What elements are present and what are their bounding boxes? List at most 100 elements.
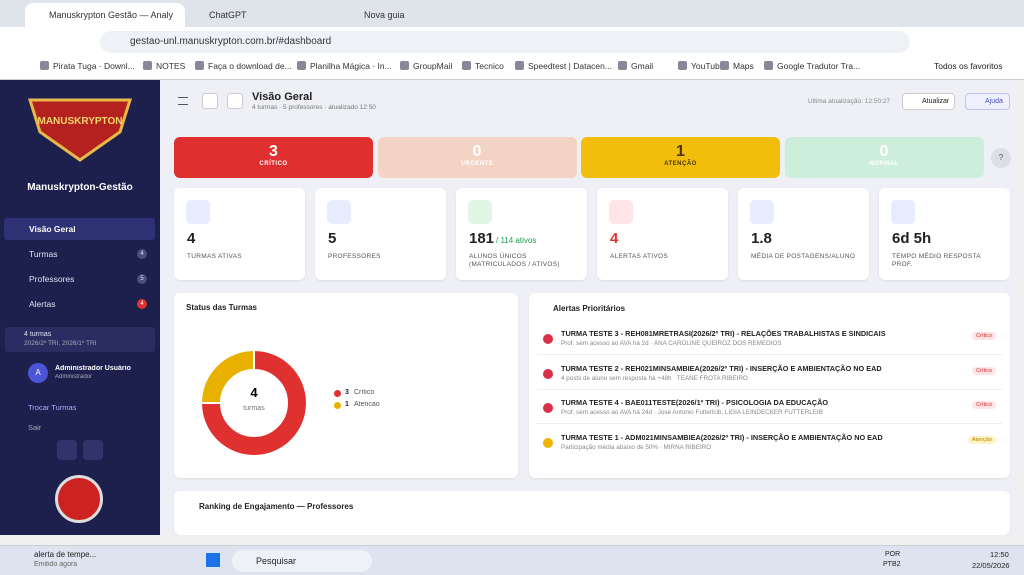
bookmark[interactable]: YouTube	[678, 61, 724, 71]
avatar: A	[28, 363, 48, 383]
sidebar-action[interactable]: Sair	[28, 423, 42, 432]
bookmark[interactable]: Faça o download de...	[195, 61, 292, 71]
browser-tab[interactable]: ChatGPT	[209, 10, 247, 20]
context-detail: 2026/2º TRI, 2026/1º TRI	[24, 340, 97, 347]
alerts-panel: Alertas Prioritários TURMA TESTE 3 - REH…	[529, 293, 1010, 478]
back-button[interactable]	[202, 93, 218, 109]
context-box: 4 turmas 2026/2º TRI, 2026/1º TRI	[5, 327, 155, 352]
legend-label: Crítico	[354, 389, 375, 396]
notification-title: alerta de tempe...	[34, 550, 97, 559]
nav-item[interactable]: Alertas 4	[4, 293, 155, 315]
donut-segment	[199, 348, 308, 457]
next-button[interactable]	[83, 440, 103, 460]
alert-dot	[543, 368, 553, 379]
kpi-icon	[186, 200, 210, 224]
donut-chart: 4 turmas	[199, 348, 308, 457]
status-count: 3	[269, 143, 278, 160]
status-count: 1	[676, 143, 685, 160]
logo: MANUSKRYPTON	[27, 98, 133, 162]
kpi-card: 6d 5h TEMPO MÉDIO RESPOSTA PROF.	[879, 188, 1010, 280]
panel-title: Alertas Prioritários	[553, 304, 626, 313]
nav-item[interactable]: Professores 5	[4, 268, 155, 290]
taskbar: alerta de tempe... Emitido agora Pesquis…	[0, 545, 1024, 575]
scrollbar[interactable]	[1016, 80, 1024, 545]
ranking-panel: Ranking de Engajamento — Professores	[174, 491, 1010, 535]
status-card[interactable]: 1 ATENÇÃO	[581, 137, 780, 178]
prev-button[interactable]	[57, 440, 77, 460]
kpi-label: PROFESSORES	[328, 253, 381, 260]
alert-badge: Crítico	[972, 332, 996, 340]
kpi-card: 181/ 114 ativos ALUNOS ÚNICOS (MATRICULAD…	[456, 188, 587, 280]
alert-row[interactable]: TURMA TESTE 4 - BAE011TESTE(2026/1º TRI)…	[537, 394, 1002, 424]
status-label: ATENÇÃO	[664, 161, 697, 167]
kpi-value: 4	[610, 230, 619, 247]
alert-detail: Participação média abaixo de 50% · MIRNA…	[561, 443, 712, 451]
start-button[interactable]	[206, 553, 220, 567]
donut-center-label: turmas	[243, 405, 265, 412]
forward-button[interactable]	[227, 93, 243, 109]
bookmark[interactable]: Maps	[720, 61, 754, 71]
alert-title: TURMA TESTE 2 - REH021MINSAMBIEA(2026/2º…	[561, 363, 882, 373]
user-role: Administrador	[55, 374, 93, 380]
status-card[interactable]: 3 CRÍTICO	[174, 137, 373, 178]
menu-button[interactable]	[178, 97, 188, 105]
status-card[interactable]: 0 NORMAL	[784, 137, 984, 178]
kpi-label: ALERTAS ATIVOS	[610, 253, 669, 260]
alert-row[interactable]: TURMA TESTE 2 - REH021MINSAMBIEA(2026/2º…	[537, 360, 1002, 390]
kpi-value: 4	[187, 230, 196, 247]
bookmark[interactable]: NOTES	[143, 61, 185, 71]
bookmark[interactable]: Google Tradutor Tra...	[764, 61, 860, 71]
alert-badge: Crítico	[972, 401, 996, 409]
status-card[interactable]: 0 URGENTE	[377, 137, 577, 178]
logo-text: MANUSKRYPTON	[37, 116, 122, 127]
all-bookmarks[interactable]: Todos os favoritos	[934, 61, 1003, 71]
help-link[interactable]: Ajuda	[965, 93, 1010, 110]
kpi-label: TURMAS ATIVAS	[187, 253, 242, 260]
kpi-icon	[609, 200, 633, 224]
h-scrollbar[interactable]	[0, 535, 1016, 545]
refresh-button[interactable]: Atualizar	[902, 93, 955, 110]
kpi-icon	[327, 200, 351, 224]
nav-item[interactable]: Turmas 4	[4, 243, 155, 265]
alert-row[interactable]: TURMA TESTE 1 - ADM021MINSAMBIEA(2026/2º…	[537, 429, 1002, 459]
nav-badge: 5	[137, 274, 147, 284]
alert-badge: Crítico	[972, 366, 996, 375]
sidebar-action[interactable]: Trocar Turmas	[28, 403, 77, 412]
clock-time: 12:50	[990, 550, 1009, 559]
alert-dot	[543, 403, 553, 413]
bookmark[interactable]: Pirata Tuga · Downl...	[40, 61, 135, 71]
browser-tab[interactable]: Manuskrypton Gestão — Analy	[25, 3, 185, 27]
kpi-label: MÉDIA DE POSTAGENS/ALUNO	[751, 253, 856, 260]
bookmark[interactable]: Speedtest | Datacen...	[515, 61, 612, 71]
kpi-card: 4 ALERTAS ATIVOS	[597, 188, 728, 280]
clock-date: 22/05/2026	[972, 561, 1010, 570]
bookmark[interactable]: Tecnico	[462, 61, 504, 71]
kpi-card: 5 PROFESSORES	[315, 188, 446, 280]
nav-item[interactable]: Visão Geral	[4, 218, 155, 240]
alert-dot	[543, 437, 553, 448]
layout: PTB2	[883, 561, 901, 568]
kpi-suffix: / 114 ativos	[496, 236, 537, 245]
search-box[interactable]: Pesquisar	[232, 550, 372, 572]
panel-title: Status das Turmas	[186, 303, 257, 312]
alert-detail: 4 posts de aluno sem resposta há +48h · …	[561, 374, 748, 382]
browser-tab[interactable]: Nova guia	[364, 10, 405, 20]
bookmark[interactable]: Planilha Mágica · In...	[297, 61, 392, 71]
alert-title: TURMA TESTE 3 - REH081MRETRASI(2026/2º T…	[561, 329, 886, 338]
last-update: Última atualização: 12:50:27	[808, 98, 891, 105]
lang: POR	[885, 551, 901, 558]
kpi-value: 1.8	[751, 230, 772, 247]
alert-title: TURMA TESTE 1 - ADM021MINSAMBIEA(2026/2º…	[561, 432, 883, 442]
nav-badge: 4	[137, 299, 147, 309]
toolbar: gestao-unl.manuskrypton.com.br/#dashboar…	[0, 27, 1024, 80]
address-bar[interactable]: gestao-unl.manuskrypton.com.br/#dashboar…	[100, 31, 910, 53]
app-icon[interactable]	[55, 475, 103, 523]
legend-count: 3	[345, 389, 349, 396]
help-button[interactable]: ?	[991, 148, 1011, 168]
status-label: NORMAL	[869, 161, 899, 167]
bookmark[interactable]: GroupMail	[400, 61, 452, 71]
alert-row[interactable]: TURMA TESTE 3 - REH081MRETRASI(2026/2º T…	[537, 325, 1002, 355]
bookmark[interactable]: Gmail	[618, 61, 653, 71]
brand: Manuskrypton-Gestão	[27, 182, 133, 193]
kpi-label: TEMPO MÉDIO RESPOSTA PROF.	[892, 253, 981, 268]
